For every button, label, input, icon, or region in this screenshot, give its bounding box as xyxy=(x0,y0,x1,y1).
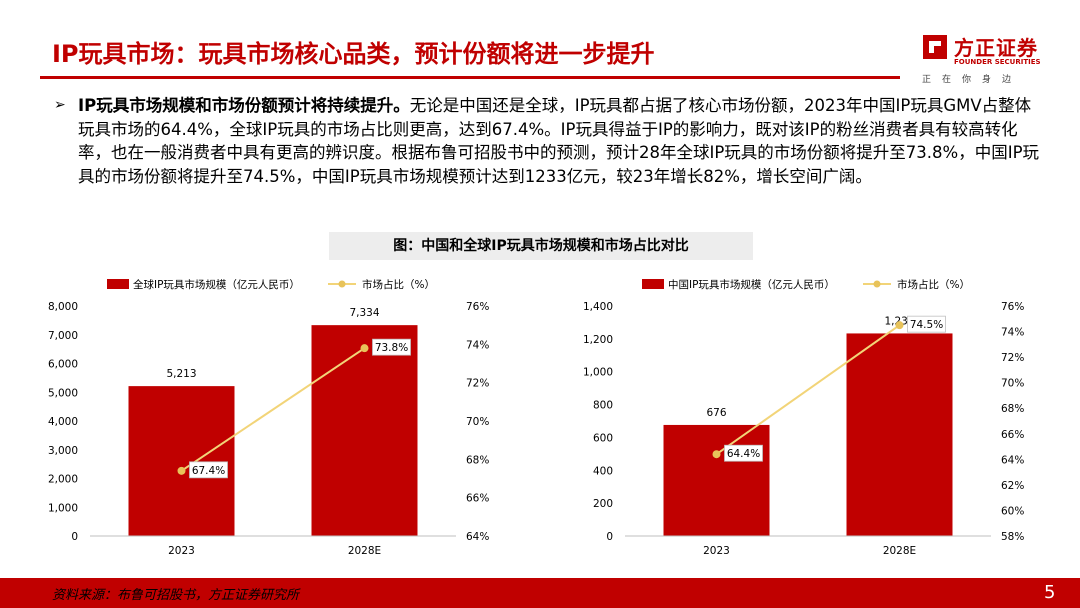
y-right-tick-label: 70% xyxy=(1001,378,1024,390)
title-divider xyxy=(40,76,900,79)
y-right-tick-label: 66% xyxy=(1001,429,1024,441)
legend-bar-swatch xyxy=(107,279,129,289)
legend-bar-label: 中国IP玩具市场规模（亿元人民币） xyxy=(668,278,835,291)
share-line xyxy=(715,324,901,456)
logo-slogan: 正在你身边 xyxy=(922,75,1023,85)
legend-line-marker xyxy=(338,280,346,288)
share-label-box xyxy=(372,338,411,356)
y-left-tick-label: 800 xyxy=(593,400,613,412)
logo-english-name: FOUNDER SECURITIES xyxy=(954,58,1041,66)
bar xyxy=(128,386,235,536)
y-left-tick-label: 200 xyxy=(593,498,613,510)
y-right-tick-label: 64% xyxy=(466,531,489,543)
bullet-text: IP玩具市场规模和市场份额预计将持续提升。无论是中国还是全球，IP玩具都占据了核… xyxy=(56,94,1040,188)
legend-line-label: 市场占比（%） xyxy=(362,278,435,291)
y-left-tick-label: 1,200 xyxy=(583,334,613,346)
summary-bullet: ➢ IP玩具市场规模和市场份额预计将持续提升。无论是中国还是全球，IP玩具都占据… xyxy=(54,94,1040,188)
y-right-tick-label: 74% xyxy=(1001,327,1024,339)
y-left-tick-label: 1,000 xyxy=(48,502,78,514)
y-right-tick-label: 64% xyxy=(1001,454,1024,466)
legend-bar-swatch xyxy=(642,279,664,289)
y-left-tick-label: 0 xyxy=(606,531,613,543)
share-point xyxy=(360,344,369,353)
y-left-tick-label: 5,000 xyxy=(48,387,78,399)
x-tick-label: 2028E xyxy=(348,545,381,557)
page-title: IP玩具市场：玩具市场核心品类，预计份额将进一步提升 xyxy=(52,40,655,68)
share-label: 73.8% xyxy=(375,342,408,354)
y-left-tick-label: 1,000 xyxy=(583,367,613,379)
founder-logo-icon xyxy=(923,35,947,59)
legend-line-marker xyxy=(873,280,881,288)
y-left-tick-label: 600 xyxy=(593,432,613,444)
share-point xyxy=(712,450,721,459)
y-right-tick-label: 74% xyxy=(466,339,489,351)
share-point xyxy=(895,321,904,330)
y-right-tick-label: 72% xyxy=(466,378,489,390)
share-label-box xyxy=(189,461,228,479)
bar xyxy=(846,333,953,536)
global-ip-toy-chart: 全球IP玩具市场规模（亿元人民币） 市场占比（%） 0 1,000 2,000 3,000… xyxy=(48,278,489,557)
y-right-tick-label: 68% xyxy=(1001,403,1024,415)
y-left-tick-label: 8,000 xyxy=(48,301,78,313)
y-right-tick-label: 72% xyxy=(1001,352,1024,364)
y-left-tick-label: 0 xyxy=(71,531,78,543)
y-right-tick-label: 76% xyxy=(1001,301,1024,313)
share-label: 74.5% xyxy=(910,319,943,331)
bullet-body: 无论是中国还是全球，IP玩具都占据了核心市场份额，2023年中国IP玩具GMV占… xyxy=(78,96,1040,186)
bar xyxy=(311,325,418,536)
y-right-tick-label: 62% xyxy=(1001,480,1024,492)
legend-line-label: 市场占比（%） xyxy=(897,278,970,291)
share-point xyxy=(177,466,186,475)
y-left-tick-label: 1,400 xyxy=(583,301,613,313)
footer-bar xyxy=(0,578,1080,608)
bar-value-label: 7,334 xyxy=(349,307,379,319)
share-label-box xyxy=(907,315,946,333)
share-label: 67.4% xyxy=(192,465,225,477)
arrow-bullet-icon: ➢ xyxy=(54,97,66,113)
china-ip-toy-chart: 中国IP玩具市场规模（亿元人民币） 市场占比（%） 0 200 400 600 800 1,0… xyxy=(583,278,1024,557)
x-tick-label: 2023 xyxy=(168,545,195,557)
y-right-tick-label: 68% xyxy=(466,454,489,466)
y-right-tick-label: 60% xyxy=(1001,505,1024,517)
legend-bar-label: 全球IP玩具市场规模（亿元人民币） xyxy=(133,278,300,291)
share-label-box xyxy=(724,444,763,462)
share-label: 64.4% xyxy=(727,448,760,460)
share-line xyxy=(180,347,366,472)
bar xyxy=(663,424,770,536)
y-right-tick-label: 76% xyxy=(466,301,489,313)
logo-chinese-name: 方正证券 xyxy=(954,36,1038,60)
page-number: 5 xyxy=(1044,582,1056,603)
company-logo: 方正证券 FOUNDER SECURITIES 正在你身边 xyxy=(920,30,1060,90)
y-right-tick-label: 58% xyxy=(1001,531,1024,543)
x-tick-label: 2023 xyxy=(703,545,730,557)
y-left-tick-label: 7,000 xyxy=(48,330,78,342)
y-left-tick-label: 3,000 xyxy=(48,445,78,457)
y-left-tick-label: 2,000 xyxy=(48,474,78,486)
bar-value-label: 676 xyxy=(706,407,726,419)
y-right-tick-label: 66% xyxy=(466,493,489,505)
bullet-lead: IP玩具市场规模和市场份额预计将持续提升。 xyxy=(78,96,410,115)
bar-value-label: 5,213 xyxy=(166,368,196,380)
y-left-tick-label: 6,000 xyxy=(48,359,78,371)
y-right-tick-label: 70% xyxy=(466,416,489,428)
y-left-tick-label: 4,000 xyxy=(48,416,78,428)
figure-title: 图：中国和全球IP玩具市场规模和市场占比对比 xyxy=(329,232,753,260)
footer-source: 资料来源：布鲁可招股书，方正证券研究所 xyxy=(52,588,300,603)
x-tick-label: 2028E xyxy=(883,545,916,557)
y-left-tick-label: 400 xyxy=(593,465,613,477)
